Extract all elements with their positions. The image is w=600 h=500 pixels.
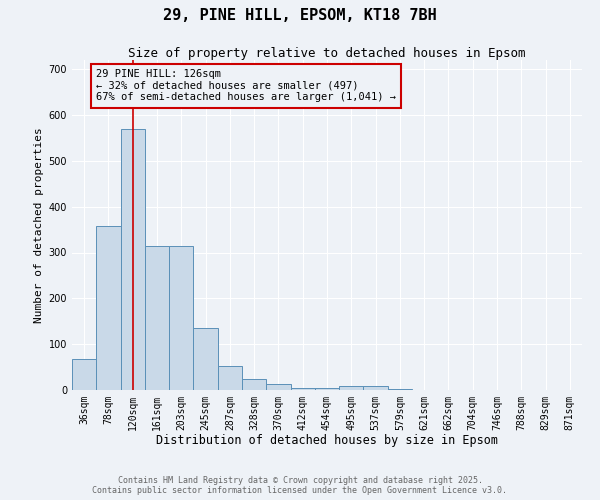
Bar: [364, 386, 388, 390]
Bar: [388, 388, 412, 390]
Bar: [339, 386, 364, 390]
Text: 29 PINE HILL: 126sqm
← 32% of detached houses are smaller (497)
67% of semi-deta: 29 PINE HILL: 126sqm ← 32% of detached h…: [96, 69, 396, 102]
Bar: [145, 246, 169, 390]
X-axis label: Distribution of detached houses by size in Epsom: Distribution of detached houses by size …: [156, 434, 498, 448]
Bar: [169, 246, 193, 390]
Text: 29, PINE HILL, EPSOM, KT18 7BH: 29, PINE HILL, EPSOM, KT18 7BH: [163, 8, 437, 22]
Text: Contains HM Land Registry data © Crown copyright and database right 2025.
Contai: Contains HM Land Registry data © Crown c…: [92, 476, 508, 495]
Bar: [121, 128, 145, 390]
Bar: [290, 388, 315, 390]
Bar: [315, 388, 339, 390]
Bar: [72, 360, 96, 390]
Title: Size of property relative to detached houses in Epsom: Size of property relative to detached ho…: [128, 47, 526, 60]
Bar: [96, 226, 121, 390]
Bar: [218, 366, 242, 390]
Bar: [266, 384, 290, 390]
Bar: [242, 378, 266, 390]
Y-axis label: Number of detached properties: Number of detached properties: [34, 127, 44, 323]
Bar: [193, 328, 218, 390]
